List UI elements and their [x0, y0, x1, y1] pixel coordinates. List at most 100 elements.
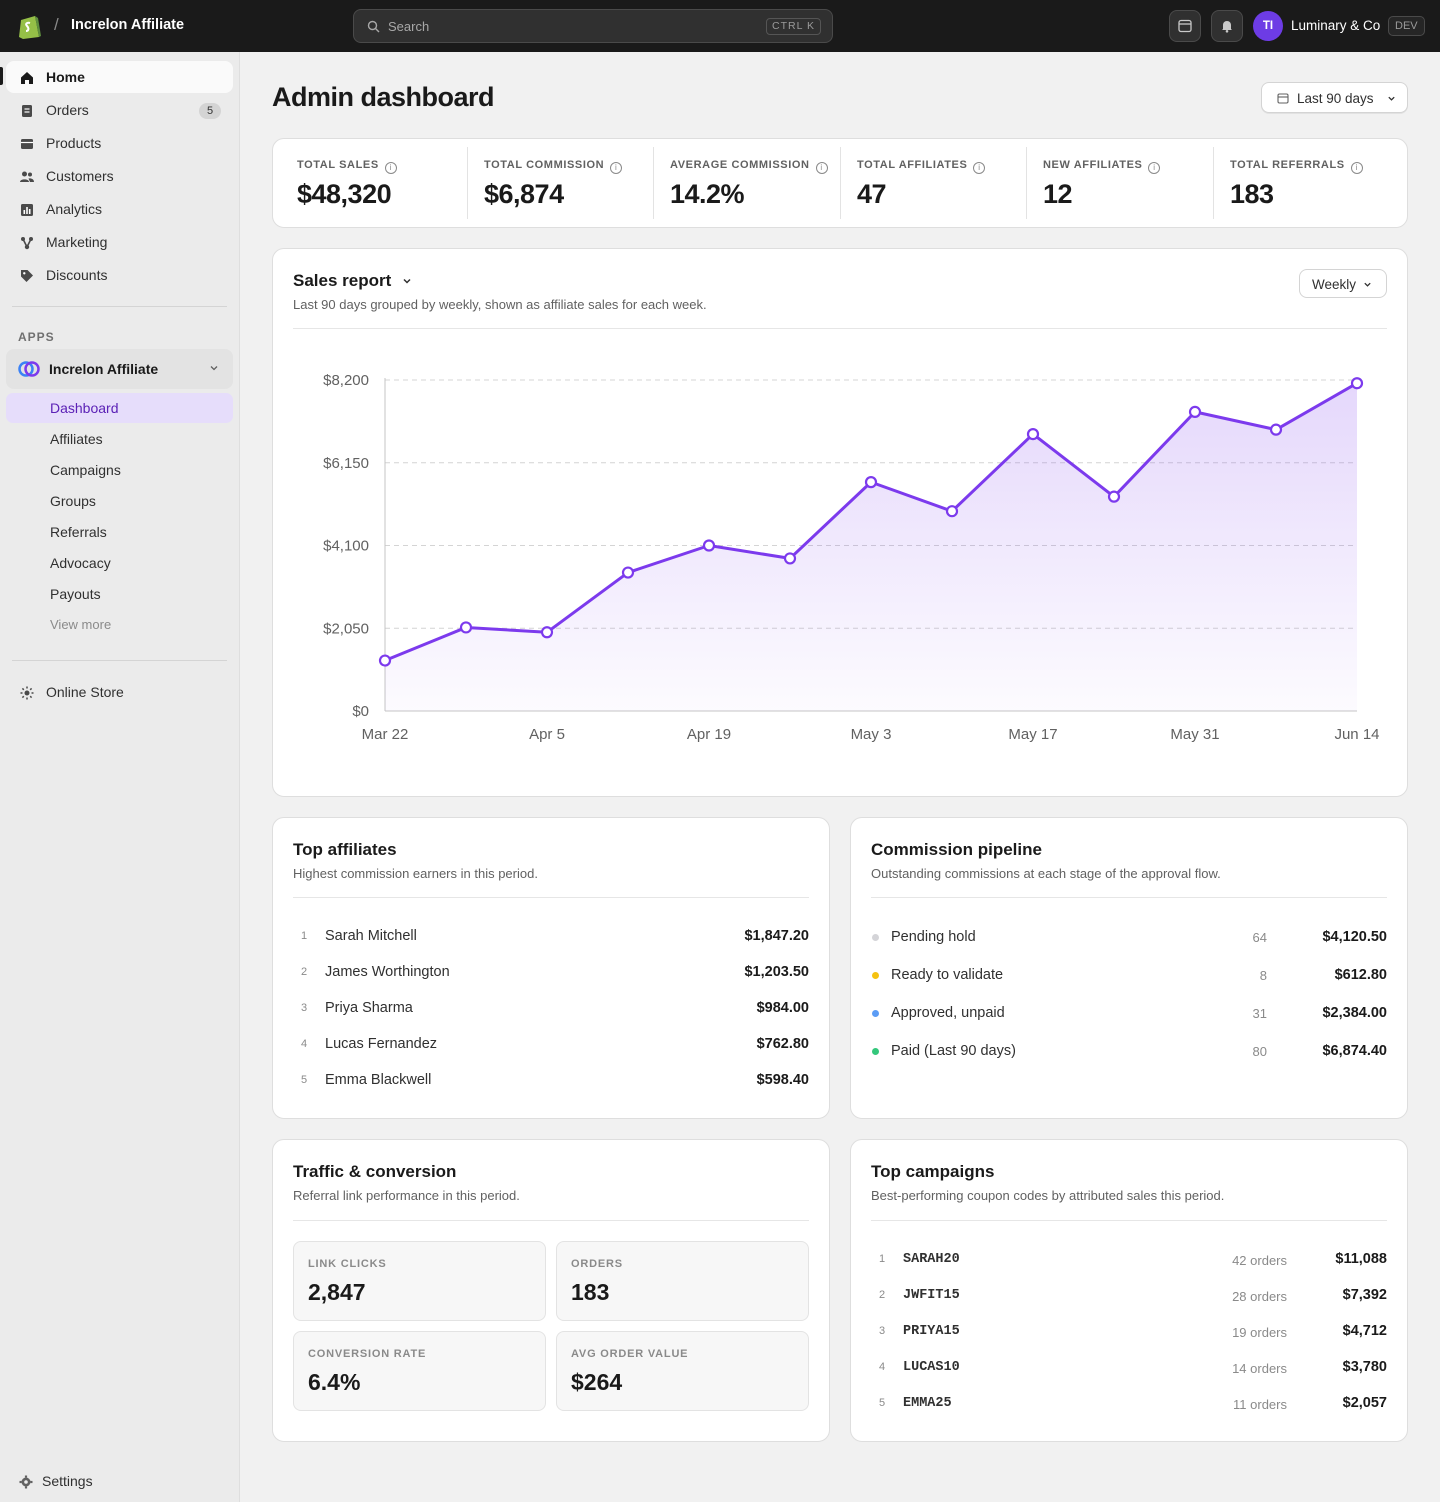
- data-point: [621, 566, 635, 579]
- campaign-row[interactable]: 5 EMMA25 11 orders $2,057: [871, 1394, 1387, 1414]
- card-divider: [871, 897, 1387, 898]
- date-range-button[interactable]: Last 90 days: [1261, 82, 1408, 113]
- campaign-orders: 19 orders: [1232, 1325, 1287, 1340]
- sidebar-item-online-store[interactable]: Online Store: [6, 676, 233, 708]
- status-dot: [872, 1048, 879, 1055]
- campaign-row[interactable]: 3 PRIYA15 19 orders $4,712: [871, 1322, 1387, 1342]
- notifications-button[interactable]: [1211, 10, 1243, 42]
- x-tick-label: May 31: [1170, 726, 1219, 743]
- pipeline-count: 80: [1252, 1044, 1267, 1059]
- stat-value: 12: [1043, 179, 1073, 209]
- avatar[interactable]: TI: [1253, 11, 1283, 41]
- active-indicator: [0, 67, 3, 85]
- stat-label: TOTAL SALES i: [297, 159, 397, 174]
- chevron-down-icon[interactable]: [209, 363, 219, 373]
- metric-label: LINK CLICKS: [308, 1258, 387, 1270]
- data-point: [702, 539, 716, 552]
- stat-new-affiliates: NEW AFFILIATES i 12: [1043, 147, 1214, 219]
- sidebar-subitem-label: Dashboard: [50, 400, 119, 416]
- search-shortcut-badge: CTRL K: [766, 18, 821, 35]
- stat-label: AVERAGE COMMISSION i: [670, 159, 828, 174]
- rank-number: 1: [879, 1253, 886, 1265]
- bell-icon: [1222, 21, 1232, 33]
- info-icon[interactable]: i: [973, 162, 986, 174]
- shopify-logo-icon[interactable]: [17, 13, 43, 40]
- sidebar-subitem-groups[interactable]: Groups: [6, 486, 233, 516]
- sidebar-subitem-affiliates[interactable]: Affiliates: [6, 424, 233, 454]
- rank-number: 3: [301, 1002, 308, 1014]
- home-icon: [21, 72, 33, 84]
- sidebar-item-home[interactable]: Home: [6, 61, 233, 93]
- app-increlon-affiliate[interactable]: Increlon Affiliate: [6, 349, 233, 389]
- sidebar-item-products[interactable]: Products: [6, 127, 233, 159]
- search-input[interactable]: Search CTRL K: [353, 9, 833, 43]
- info-icon[interactable]: i: [384, 162, 397, 174]
- stat-value: 47: [857, 179, 887, 209]
- chevron-down-icon: [403, 278, 411, 284]
- y-tick-label: $0: [352, 703, 369, 720]
- sidebar-item-discounts[interactable]: Discounts: [6, 259, 233, 291]
- metric-value: $264: [571, 1369, 623, 1395]
- x-tick-label: Mar 22: [362, 726, 409, 743]
- grouping-select[interactable]: Weekly: [1299, 269, 1387, 298]
- sidebar-item-marketing[interactable]: Marketing: [6, 226, 233, 258]
- list-item[interactable]: 4 Lucas Fernandez $762.80: [293, 1035, 809, 1055]
- info-icon[interactable]: i: [1350, 162, 1363, 174]
- status-dot: [872, 972, 879, 979]
- sales-report-card: Sales report Last 90 days grouped by wee…: [272, 248, 1408, 797]
- data-point: [1188, 405, 1202, 418]
- metric-label: CONVERSION RATE: [308, 1348, 427, 1360]
- commission-pipeline-card: Commission pipeline Outstanding commissi…: [850, 817, 1408, 1119]
- pipeline-stage: Ready to validate: [891, 967, 1004, 983]
- top-affiliates-subtitle: Highest commission earners in this perio…: [293, 866, 538, 881]
- grouping-label: Weekly: [1312, 277, 1357, 292]
- stat-value: $48,320: [297, 179, 392, 209]
- sidebar-subitem-campaigns[interactable]: Campaigns: [6, 455, 233, 485]
- campaign-row[interactable]: 4 LUCAS10 14 orders $3,780: [871, 1358, 1387, 1378]
- sidebar-item-customers[interactable]: Customers: [6, 160, 233, 192]
- campaign-row[interactable]: 1 SARAH20 42 orders $11,088: [871, 1250, 1387, 1270]
- campaign-row[interactable]: 2 JWFIT15 28 orders $7,392: [871, 1286, 1387, 1306]
- page-title: Admin dashboard: [272, 82, 495, 112]
- sidebar-item-orders[interactable]: Orders 5: [6, 94, 233, 126]
- pipeline-row[interactable]: Approved, unpaid 31 $2,384.00: [871, 1004, 1387, 1024]
- sidebar-item-label: Analytics: [46, 201, 103, 217]
- sidebar-subitem-advocacy[interactable]: Advocacy: [6, 548, 233, 578]
- status-dot: [872, 1010, 879, 1017]
- card-divider: [293, 1220, 809, 1221]
- sales-report-title[interactable]: Sales report: [293, 271, 412, 291]
- list-item[interactable]: 1 Sarah Mitchell $1,847.20: [293, 927, 809, 947]
- sidebar-item-analytics[interactable]: Analytics: [6, 193, 233, 225]
- sidebar-subitem-payouts[interactable]: Payouts: [6, 579, 233, 609]
- increlon-logo-icon: [18, 361, 40, 377]
- data-point: [540, 626, 554, 639]
- search-icon: [367, 20, 380, 33]
- gear-icon: [19, 1475, 33, 1489]
- top-campaigns-card: Top campaigns Best-performing coupon cod…: [850, 1139, 1408, 1442]
- pipeline-row[interactable]: Paid (Last 90 days) 80 $6,874.40: [871, 1042, 1387, 1062]
- view-more-link[interactable]: View more: [50, 617, 112, 632]
- y-tick-label: $2,050: [323, 620, 369, 637]
- pipeline-row[interactable]: Pending hold 64 $4,120.50: [871, 928, 1387, 948]
- sidebar-divider: [12, 306, 227, 307]
- sidebar-toggle-button[interactable]: [1169, 10, 1201, 42]
- campaign-orders: 42 orders: [1232, 1253, 1287, 1268]
- coupon-code: PRIYA15: [903, 1324, 960, 1339]
- info-icon[interactable]: i: [815, 162, 828, 174]
- sidebar-item-label: Marketing: [46, 234, 108, 250]
- pipeline-row[interactable]: Ready to validate 8 $612.80: [871, 966, 1387, 986]
- affiliate-name: Priya Sharma: [325, 1000, 413, 1016]
- list-item[interactable]: 3 Priya Sharma $984.00: [293, 999, 809, 1019]
- store-name[interactable]: Luminary & Co: [1291, 18, 1381, 33]
- metric-label: ORDERS: [571, 1258, 623, 1270]
- info-icon[interactable]: i: [1148, 162, 1161, 174]
- app-breadcrumb[interactable]: Increlon Affiliate: [71, 17, 185, 33]
- sidebar-subitem-referrals[interactable]: Referrals: [6, 517, 233, 547]
- list-item[interactable]: 2 James Worthington $1,203.50: [293, 963, 809, 983]
- info-icon[interactable]: i: [610, 162, 623, 174]
- sidebar: Home Orders 5 Products Customers Analyti…: [0, 52, 240, 1502]
- breadcrumb-separator: /: [54, 15, 59, 34]
- list-item[interactable]: 5 Emma Blackwell $598.40: [293, 1071, 809, 1091]
- affiliate-name: Lucas Fernandez: [325, 1036, 438, 1052]
- sidebar-subitem-dashboard[interactable]: Dashboard: [6, 393, 233, 423]
